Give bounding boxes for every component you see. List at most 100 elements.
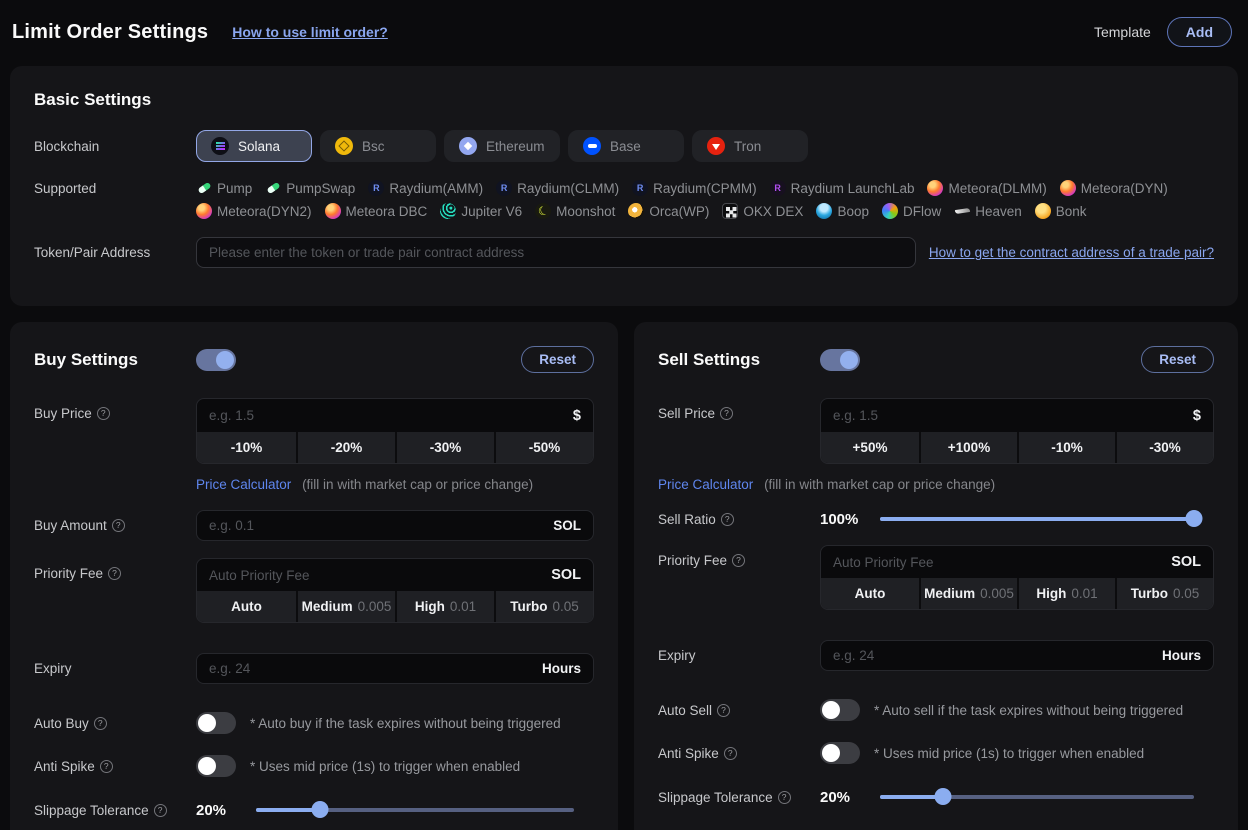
sell-price-adjust-button[interactable]: -10% <box>1017 432 1115 463</box>
buy-anti-spike-toggle[interactable] <box>196 755 236 777</box>
help-icon[interactable] <box>96 407 110 420</box>
sell-slippage-slider-handle[interactable] <box>934 788 952 805</box>
sell-fee-input[interactable] <box>833 554 1162 570</box>
sell-reset-button[interactable]: Reset <box>1141 346 1214 373</box>
chain-chip-tron[interactable]: Tron <box>692 130 808 162</box>
sell-fee-options-row: Auto Medium 0.005 High 0.01 Turbo 0.05 <box>821 578 1213 609</box>
sell-expiry-input[interactable] <box>833 648 1152 663</box>
sell-price-group: $ +50% +100%-10%-30% <box>820 398 1214 464</box>
sell-fee-option-auto[interactable]: Auto <box>821 578 919 609</box>
help-icon[interactable] <box>732 554 746 567</box>
dex-item: Bonk <box>1034 203 1087 219</box>
help-icon[interactable] <box>93 716 107 730</box>
buy-price-adjust-button[interactable]: -20% <box>296 432 395 463</box>
dex-item-label: Bonk <box>1055 203 1087 219</box>
dex-item-label: Raydium(CLMM) <box>517 180 620 196</box>
help-icon[interactable] <box>720 407 734 420</box>
sell-settings-panel: Sell Settings Reset Sell Price $ +50% +10… <box>634 322 1238 830</box>
buy-slippage-slider-handle[interactable] <box>311 801 329 818</box>
buy-reset-button[interactable]: Reset <box>521 346 594 373</box>
dex-item-label: Jupiter V6 <box>461 203 523 219</box>
chain-chip-ethereum[interactable]: Ethereum <box>444 130 560 162</box>
dex-item-label: Meteora(DLMM) <box>948 180 1047 196</box>
buy-fee-option-turbo[interactable]: Turbo 0.05 <box>494 591 593 622</box>
buy-expiry-input[interactable] <box>209 661 532 676</box>
buy-fee-option-auto[interactable]: Auto <box>197 591 296 622</box>
sell-ratio-value: 100% <box>820 510 859 528</box>
add-button[interactable]: Add <box>1166 17 1232 47</box>
sell-price-label: Sell Price <box>658 398 820 421</box>
sell-anti-spike-toggle[interactable] <box>820 742 860 764</box>
buy-price-input[interactable] <box>209 408 563 423</box>
buy-price-adjust-button[interactable]: -10% <box>230 440 263 455</box>
token-address-row: Token/Pair Address How to get the contra… <box>34 237 1214 268</box>
sell-anti-spike-label: Anti Spike <box>658 746 820 761</box>
sell-ratio-slider-handle[interactable] <box>1185 510 1203 527</box>
buy-amount-unit: SOL <box>553 518 581 533</box>
help-icon[interactable] <box>99 759 113 773</box>
buy-expiry-input-wrap: Hours <box>196 653 594 684</box>
sell-expiry-label: Expiry <box>658 648 696 663</box>
orca-icon <box>628 203 645 219</box>
sell-slippage-slider[interactable] <box>880 788 1194 806</box>
contract-address-help-link[interactable]: How to get the contract address of a tra… <box>928 245 1214 260</box>
help-icon[interactable] <box>717 703 731 717</box>
sell-price-calculator-link[interactable]: Price Calculator <box>658 477 754 492</box>
dex-item: DFlow <box>881 203 942 219</box>
auto-buy-toggle[interactable] <box>196 712 236 734</box>
buy-fee-option-high[interactable]: High 0.01 <box>395 591 494 622</box>
solana-icon <box>211 137 229 155</box>
buy-enable-toggle[interactable] <box>196 348 236 371</box>
help-icon[interactable] <box>111 519 125 532</box>
token-address-input-wrap <box>196 237 916 268</box>
sell-price-adjust-button[interactable]: +50% <box>852 440 888 455</box>
basic-settings-title: Basic Settings <box>34 90 152 109</box>
bonk-icon <box>1034 203 1051 219</box>
buy-price-calculator-link[interactable]: Price Calculator <box>196 477 292 492</box>
help-icon[interactable] <box>108 567 122 580</box>
buy-price-adjust-button[interactable]: -30% <box>395 432 494 463</box>
sell-slippage-label: Slippage Tolerance <box>658 790 820 805</box>
buy-fee-option-medium[interactable]: Medium 0.005 <box>296 591 395 622</box>
supported-row: Supported Pump PumpSwap Raydium(AMM) Raydiu… <box>34 179 1214 219</box>
dex-item-label: DFlow <box>902 203 942 219</box>
sell-fee-option-medium[interactable]: Medium 0.005 <box>919 578 1017 609</box>
chain-chip-solana[interactable]: Solana <box>196 130 312 162</box>
help-icon[interactable] <box>723 746 737 760</box>
template-label[interactable]: Template <box>1093 24 1151 40</box>
sell-fee-option-high[interactable]: High 0.01 <box>1017 578 1115 609</box>
buy-amount-input[interactable] <box>209 518 544 533</box>
buy-fee-input[interactable] <box>209 567 542 583</box>
dex-item-label: OKX DEX <box>743 203 804 219</box>
dex-item-label: Boop <box>837 203 869 219</box>
token-address-input[interactable] <box>209 245 903 260</box>
tron-icon <box>707 137 725 155</box>
dex-item-label: Raydium LaunchLab <box>790 180 915 196</box>
chain-chip-bsc[interactable]: Bsc <box>320 130 436 162</box>
buy-price-adjust-button[interactable]: -50% <box>494 432 593 463</box>
sell-slippage-value: 20% <box>820 788 851 806</box>
dex-item: Raydium(CLMM) <box>496 180 619 196</box>
sell-price-adjust-button[interactable]: -30% <box>1115 432 1213 463</box>
dex-item-label: Meteora DBC <box>345 203 428 219</box>
buy-calc-note: (fill in with market cap or price change… <box>302 477 534 492</box>
sell-price-adjust-button[interactable]: +100% <box>919 432 1017 463</box>
help-icon[interactable] <box>153 803 167 817</box>
sell-price-input[interactable] <box>833 408 1183 423</box>
dex-item: Heaven <box>954 203 1022 219</box>
chain-chip-base[interactable]: Base <box>568 130 684 162</box>
buy-slippage-slider[interactable] <box>256 801 574 819</box>
sell-fee-option-turbo[interactable]: Turbo 0.05 <box>1115 578 1213 609</box>
dex-item: Meteora DBC <box>324 203 428 219</box>
sell-enable-toggle[interactable] <box>820 348 860 371</box>
how-to-use-link[interactable]: How to use limit order? <box>232 24 388 40</box>
auto-sell-toggle[interactable] <box>820 699 860 721</box>
chain-chip-label: Ethereum <box>486 138 545 154</box>
dex-item: Orca(WP) <box>628 203 709 219</box>
fee-option-label: Medium <box>301 599 353 614</box>
sell-ratio-slider[interactable] <box>880 510 1203 528</box>
help-icon[interactable] <box>777 790 791 804</box>
help-icon[interactable] <box>720 512 734 526</box>
dex-item-label: Heaven <box>975 203 1022 219</box>
sell-settings-title: Sell Settings <box>658 349 761 369</box>
